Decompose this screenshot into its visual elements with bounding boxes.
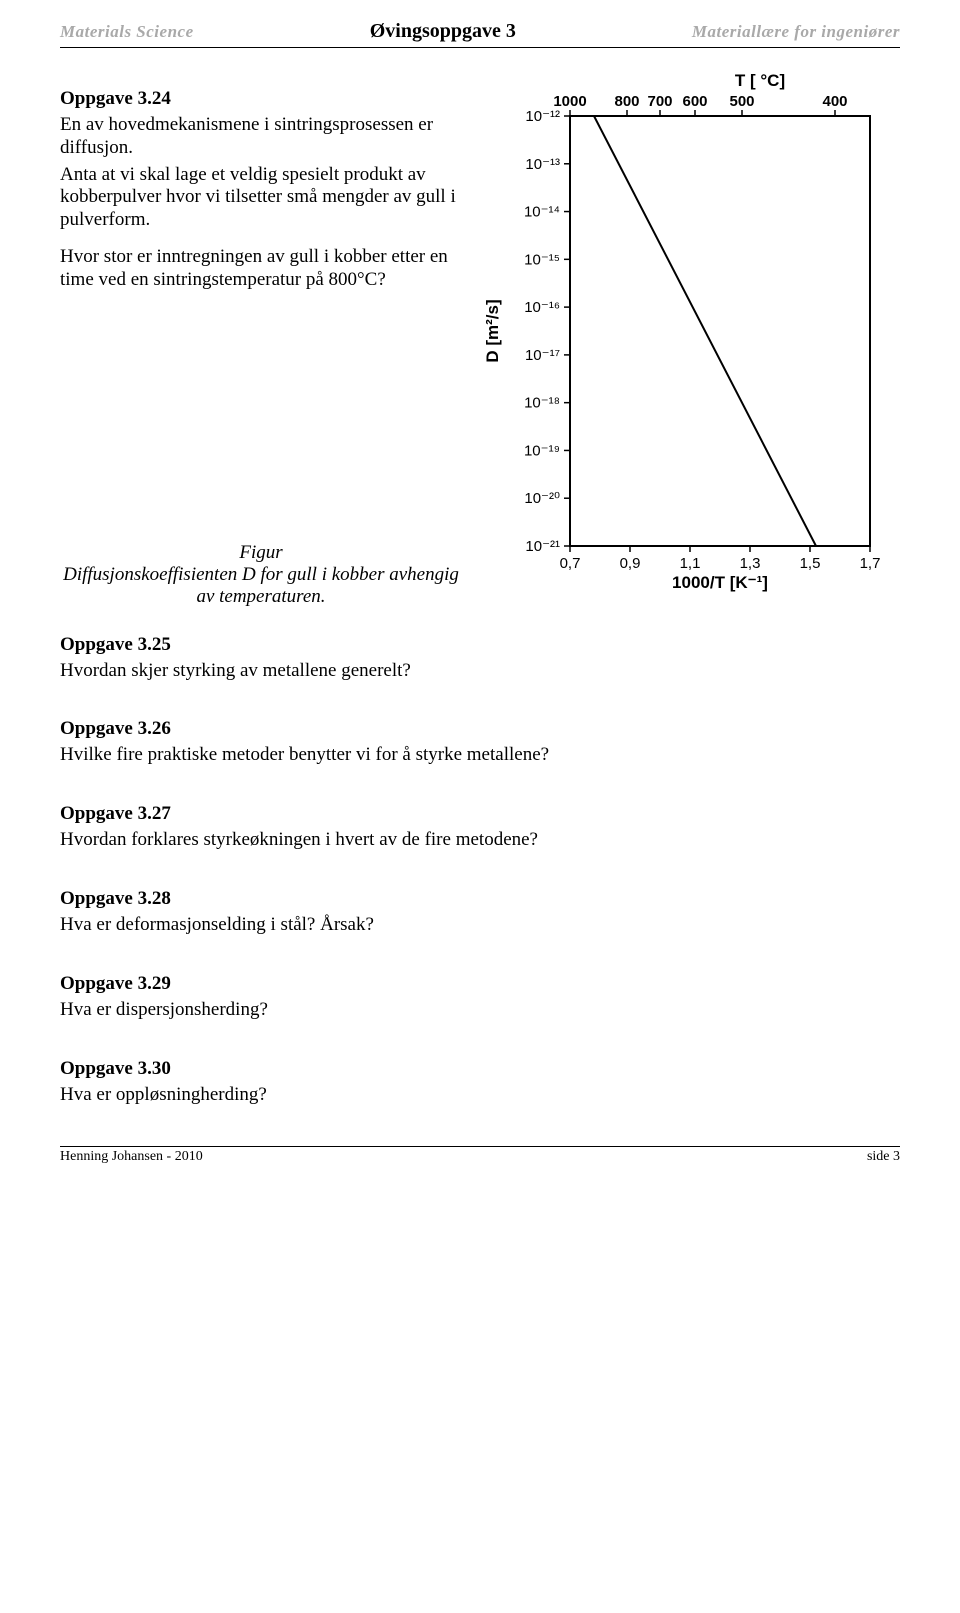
- task-3-24-title: Oppgave 3.24: [60, 88, 462, 110]
- task-3-30-title: Oppgave 3.30: [60, 1058, 900, 1080]
- svg-text:10⁻¹⁶: 10⁻¹⁶: [524, 299, 560, 316]
- svg-text:400: 400: [822, 93, 847, 110]
- svg-text:1000/T [K⁻¹]: 1000/T [K⁻¹]: [672, 573, 768, 592]
- footer-left: Henning Johansen - 2010: [60, 1149, 203, 1165]
- task-3-25-title: Oppgave 3.25: [60, 634, 900, 656]
- svg-text:10⁻¹⁸: 10⁻¹⁸: [524, 395, 560, 412]
- task-3-26-title: Oppgave 3.26: [60, 718, 900, 740]
- task-3-27-title: Oppgave 3.27: [60, 803, 900, 825]
- header-right-brand: Materiallære for ingeniører: [692, 22, 900, 42]
- svg-text:10⁻¹²: 10⁻¹²: [525, 108, 560, 125]
- task-3-29-body: Hva er dispersjonsherding?: [60, 999, 900, 1022]
- task-3-28-title: Oppgave 3.28: [60, 888, 900, 910]
- task-3-25-body: Hvordan skjer styrking av metallene gene…: [60, 660, 900, 683]
- svg-text:D [m²/s]: D [m²/s]: [483, 299, 502, 362]
- footer-right: side 3: [867, 1149, 900, 1165]
- svg-text:10⁻¹⁷: 10⁻¹⁷: [525, 347, 560, 364]
- svg-text:10⁻¹⁵: 10⁻¹⁵: [524, 251, 560, 268]
- svg-text:0,7: 0,7: [560, 555, 581, 572]
- task-3-24-p3: Hvor stor er inntregningen av gull i kob…: [60, 246, 462, 292]
- svg-text:10⁻¹⁹: 10⁻¹⁹: [524, 442, 560, 459]
- figure-caption-line3: av temperaturen.: [60, 586, 462, 608]
- task-3-30-body: Hva er oppløsningherding?: [60, 1084, 900, 1107]
- svg-text:10⁻¹⁴: 10⁻¹⁴: [524, 204, 560, 221]
- svg-text:0,9: 0,9: [620, 555, 641, 572]
- task-3-24-p2: Anta at vi skal lage et veldig spesielt …: [60, 164, 462, 232]
- page-title: Øvingsoppgave 3: [370, 20, 516, 43]
- figure-caption-line1: Figur: [60, 542, 462, 564]
- task-3-27-body: Hvordan forklares styrkeøkningen i hvert…: [60, 829, 900, 852]
- svg-text:700: 700: [647, 93, 672, 110]
- diffusion-chart: T [ °C]100080070060050040010⁻¹²10⁻¹³10⁻¹…: [480, 66, 900, 606]
- svg-text:1,7: 1,7: [860, 555, 881, 572]
- svg-text:10⁻¹³: 10⁻¹³: [525, 156, 560, 173]
- task-3-28-body: Hva er deformasjonselding i stål? Årsak?: [60, 914, 900, 937]
- svg-text:10⁻²¹: 10⁻²¹: [525, 538, 560, 555]
- header-left-brand: Materials Science: [60, 22, 194, 42]
- svg-text:1,5: 1,5: [800, 555, 821, 572]
- svg-text:T [ °C]: T [ °C]: [735, 71, 785, 90]
- svg-text:500: 500: [729, 93, 754, 110]
- task-3-29-title: Oppgave 3.29: [60, 973, 900, 995]
- header-divider: [60, 47, 900, 48]
- task-3-26-body: Hvilke fire praktiske metoder benytter v…: [60, 744, 900, 767]
- svg-text:10⁻²⁰: 10⁻²⁰: [524, 490, 560, 507]
- task-3-24-p1: En av hovedmekanismene i sintringsproses…: [60, 114, 462, 160]
- figure-caption-line2: Diffusjonskoeffisienten D for gull i kob…: [60, 564, 462, 586]
- chart-svg: T [ °C]100080070060050040010⁻¹²10⁻¹³10⁻¹…: [480, 66, 900, 606]
- svg-text:1,1: 1,1: [680, 555, 701, 572]
- svg-text:600: 600: [682, 93, 707, 110]
- svg-text:1,3: 1,3: [740, 555, 761, 572]
- svg-text:800: 800: [614, 93, 639, 110]
